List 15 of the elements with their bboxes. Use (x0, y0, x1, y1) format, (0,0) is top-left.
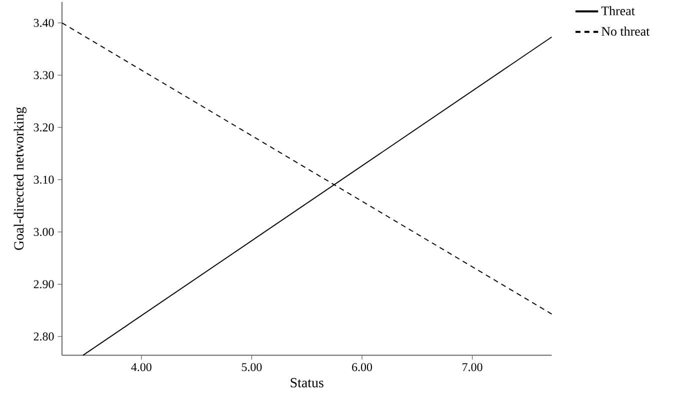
y-tick-label: 3.20 (34, 123, 54, 132)
x-tick-label: 7.00 (462, 363, 482, 372)
legend-label: No threat (602, 26, 650, 36)
y-tick-label: 3.10 (34, 176, 54, 184)
y-tick-label: 2.90 (34, 280, 54, 288)
legend-label: Threat (601, 6, 635, 16)
y-axis-title: Goal-directed networking (14, 107, 26, 250)
x-tick-label: 5.00 (242, 363, 262, 372)
y-tick-label: 3.40 (34, 18, 54, 27)
x-tick-label: 6.00 (352, 363, 372, 372)
y-tick-label: 3.00 (34, 228, 54, 236)
y-tick-label: 3.30 (34, 71, 54, 80)
x-axis-title: Status (290, 378, 324, 388)
y-tick-label: 2.80 (34, 332, 54, 341)
x-tick-label: 4.00 (131, 363, 152, 372)
